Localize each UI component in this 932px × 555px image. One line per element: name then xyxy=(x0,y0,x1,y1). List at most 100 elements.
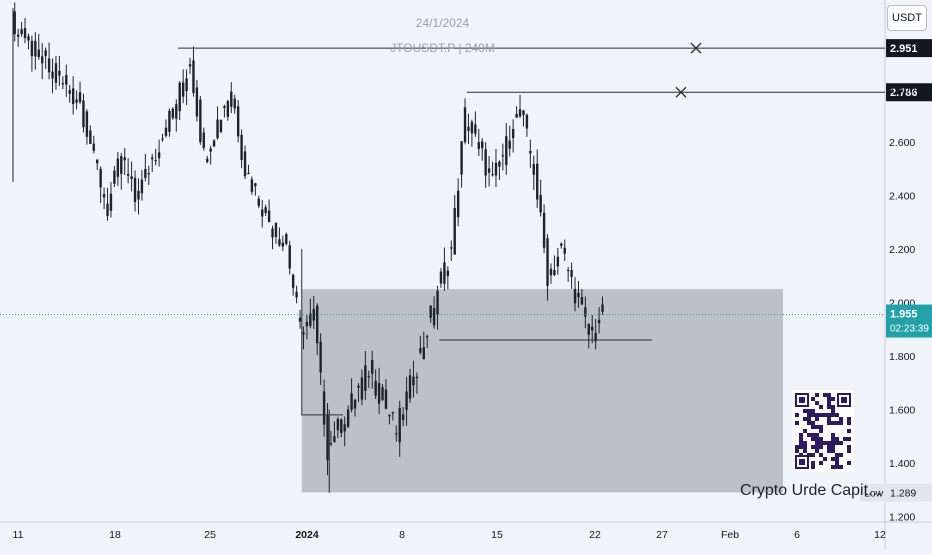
candle-body[interactable] xyxy=(65,74,68,85)
candle-body[interactable] xyxy=(391,412,395,414)
candle-body[interactable] xyxy=(209,148,212,152)
candle-body[interactable] xyxy=(367,376,370,378)
candle-body[interactable] xyxy=(584,307,587,317)
candle-body[interactable] xyxy=(591,326,594,331)
candle-body[interactable] xyxy=(192,60,195,93)
candle-body[interactable] xyxy=(549,268,553,276)
candle-body[interactable] xyxy=(99,168,102,188)
candle-body[interactable] xyxy=(319,341,322,373)
candle-body[interactable] xyxy=(212,140,216,147)
candle-body[interactable] xyxy=(247,172,250,175)
candle-body[interactable] xyxy=(274,222,278,237)
candle-body[interactable] xyxy=(477,142,480,149)
candle-body[interactable] xyxy=(226,100,230,117)
candle-body[interactable] xyxy=(357,385,360,388)
candle-body[interactable] xyxy=(326,415,329,461)
candle-body[interactable] xyxy=(481,141,484,149)
candle-body[interactable] xyxy=(360,377,364,400)
candle-body[interactable] xyxy=(223,106,226,108)
candle-body[interactable] xyxy=(106,203,109,217)
candle-body[interactable] xyxy=(522,110,525,116)
candle-body[interactable] xyxy=(154,159,157,162)
candle-body[interactable] xyxy=(463,107,467,143)
candle-body[interactable] xyxy=(556,256,560,267)
candle-body[interactable] xyxy=(34,40,37,57)
candle-body[interactable] xyxy=(508,140,511,149)
candle-body[interactable] xyxy=(333,436,336,442)
candle-body[interactable] xyxy=(20,29,23,35)
candle-body[interactable] xyxy=(13,11,16,35)
candle-body[interactable] xyxy=(126,173,130,176)
candle-body[interactable] xyxy=(291,274,295,288)
candle-body[interactable] xyxy=(281,242,285,247)
candle-body[interactable] xyxy=(175,104,178,119)
candle-body[interactable] xyxy=(487,168,491,173)
candle-body[interactable] xyxy=(505,136,508,166)
candle-body[interactable] xyxy=(171,108,175,119)
candle-body[interactable] xyxy=(405,391,408,410)
candle-body[interactable] xyxy=(374,380,377,396)
candle-body[interactable] xyxy=(536,163,539,200)
step-line[interactable] xyxy=(301,249,343,416)
candle-body[interactable] xyxy=(285,234,288,245)
candle-body[interactable] xyxy=(587,323,590,335)
candle-body[interactable] xyxy=(353,399,357,409)
candle-body[interactable] xyxy=(350,393,353,410)
candle-body[interactable] xyxy=(261,209,264,217)
candle-body[interactable] xyxy=(82,100,85,128)
candle-body[interactable] xyxy=(133,177,137,202)
candle-body[interactable] xyxy=(75,99,78,103)
candle-body[interactable] xyxy=(206,158,209,162)
candle-body[interactable] xyxy=(216,119,219,139)
candle-body[interactable] xyxy=(147,173,150,175)
candle-body[interactable] xyxy=(429,305,432,318)
candle-body[interactable] xyxy=(501,155,505,157)
candle-body[interactable] xyxy=(120,156,123,174)
candle-body[interactable] xyxy=(151,157,154,160)
candle-body[interactable] xyxy=(419,348,422,353)
candle-body[interactable] xyxy=(61,83,65,85)
candle-body[interactable] xyxy=(116,158,120,177)
candle-body[interactable] xyxy=(295,291,298,298)
candle-body[interactable] xyxy=(89,130,92,144)
candle-body[interactable] xyxy=(371,359,374,374)
candle-body[interactable] xyxy=(264,207,267,213)
candle-body[interactable] xyxy=(384,389,388,409)
candle-body[interactable] xyxy=(343,424,346,432)
candle-body[interactable] xyxy=(195,87,199,117)
candle-body[interactable] xyxy=(233,98,236,109)
candle-body[interactable] xyxy=(580,297,584,305)
candle-body[interactable] xyxy=(271,228,274,238)
candle-body[interactable] xyxy=(446,270,450,277)
demand-zone[interactable] xyxy=(301,289,783,493)
candle-body[interactable] xyxy=(553,270,556,276)
candle-body[interactable] xyxy=(230,91,233,107)
candle-body[interactable] xyxy=(453,207,456,255)
candle-body[interactable] xyxy=(395,433,398,435)
candle-body[interactable] xyxy=(113,170,116,184)
candle-body[interactable] xyxy=(137,190,140,200)
candle-body[interactable] xyxy=(329,443,333,445)
candle-body[interactable] xyxy=(68,90,71,94)
candle-body[interactable] xyxy=(364,365,367,391)
candle-body[interactable] xyxy=(181,82,185,97)
candle-body[interactable] xyxy=(44,50,47,56)
candle-body[interactable] xyxy=(597,319,601,324)
candle-body[interactable] xyxy=(539,194,542,213)
candle-body[interactable] xyxy=(302,332,305,335)
candle-body[interactable] xyxy=(298,317,302,322)
candle-body[interactable] xyxy=(123,157,126,161)
candle-body[interactable] xyxy=(85,111,89,137)
candle-body[interactable] xyxy=(309,313,312,326)
candle-body[interactable] xyxy=(102,194,106,198)
candle-body[interactable] xyxy=(566,269,570,272)
candle-body[interactable] xyxy=(54,63,58,83)
candle-body[interactable] xyxy=(456,190,460,218)
candle-body[interactable] xyxy=(37,49,40,57)
currency-selector[interactable]: USDT xyxy=(887,5,927,31)
candle-body[interactable] xyxy=(515,113,518,118)
candle-body[interactable] xyxy=(340,419,343,434)
candle-body[interactable] xyxy=(398,407,401,443)
candle-body[interactable] xyxy=(188,64,192,67)
